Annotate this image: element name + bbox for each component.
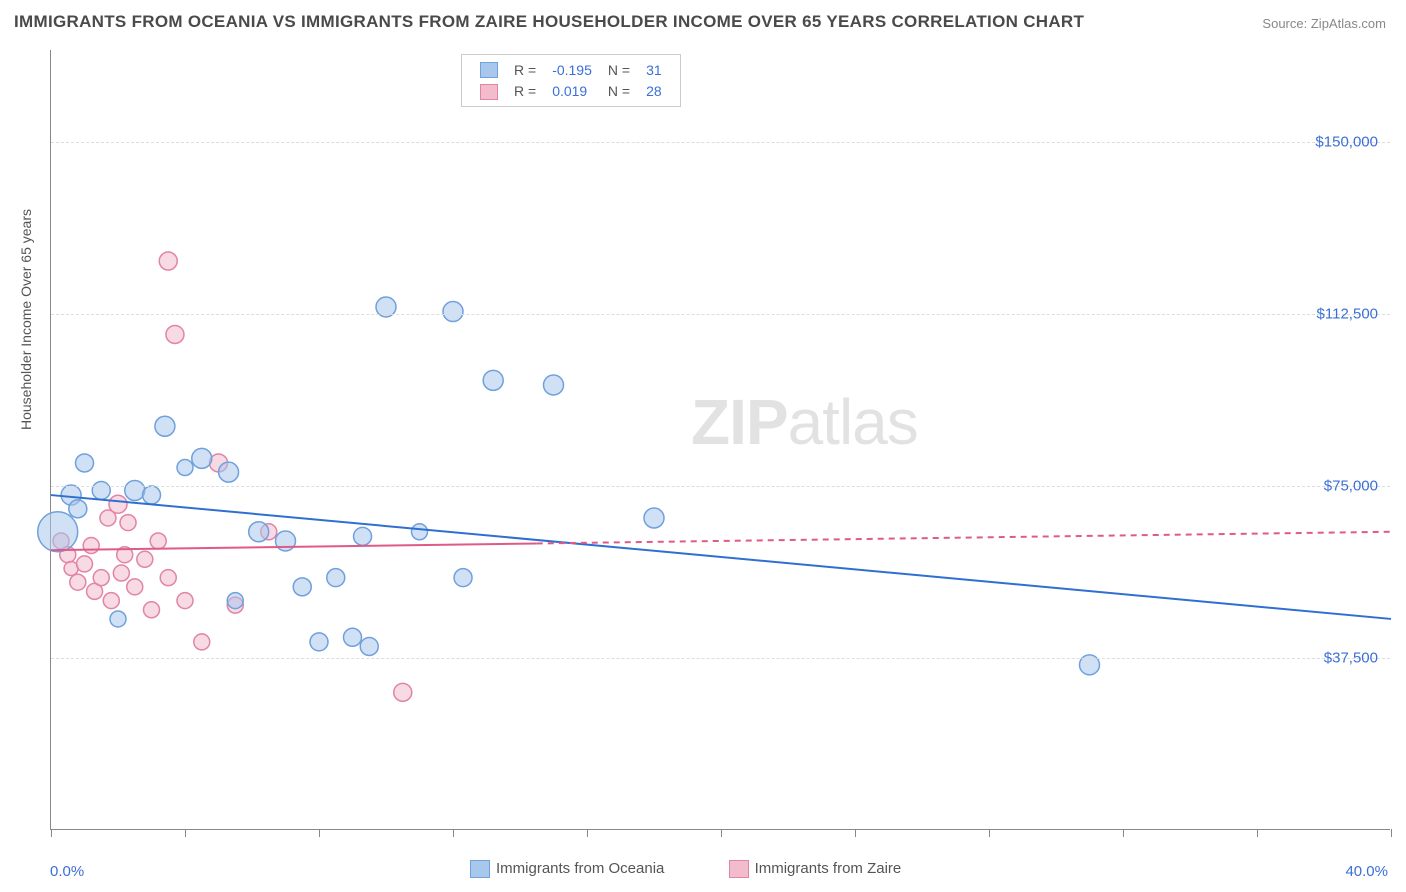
data-point: [192, 448, 212, 468]
plot-area: ZIPatlas R = -0.195 N = 31 R = 0.019 N =…: [50, 50, 1390, 830]
source-label: Source:: [1262, 16, 1307, 31]
r-value-oceania: -0.195: [544, 59, 600, 80]
x-tick: [185, 829, 186, 837]
data-point: [166, 325, 184, 343]
data-point: [644, 508, 664, 528]
data-point: [125, 480, 145, 500]
data-point: [93, 570, 109, 586]
gridline: [51, 314, 1390, 315]
chart-title: IMMIGRANTS FROM OCEANIA VS IMMIGRANTS FR…: [14, 12, 1084, 32]
data-point: [354, 527, 372, 545]
data-point: [92, 481, 110, 499]
data-point: [544, 375, 564, 395]
chart-container: IMMIGRANTS FROM OCEANIA VS IMMIGRANTS FR…: [0, 0, 1406, 892]
data-point: [69, 500, 87, 518]
data-point: [70, 574, 86, 590]
data-point: [38, 512, 78, 552]
r-value-zaire: 0.019: [544, 80, 600, 101]
series-legend: Immigrants from Oceania Immigrants from …: [470, 860, 961, 878]
y-tick-label: $37,500: [1324, 649, 1378, 666]
x-axis-max-label: 40.0%: [1345, 863, 1388, 880]
x-tick: [855, 829, 856, 837]
trend-line: [51, 495, 1391, 619]
data-point: [83, 538, 99, 554]
data-point: [120, 515, 136, 531]
swatch-oceania: [480, 62, 498, 78]
x-tick: [1391, 829, 1392, 837]
data-point: [144, 602, 160, 618]
data-point: [249, 522, 269, 542]
x-tick: [1123, 829, 1124, 837]
data-point: [360, 637, 378, 655]
x-tick: [51, 829, 52, 837]
y-axis-title: Householder Income Over 65 years: [18, 209, 34, 430]
data-point: [443, 302, 463, 322]
data-point: [103, 593, 119, 609]
data-point: [127, 579, 143, 595]
data-point: [483, 370, 503, 390]
swatch-zaire-icon: [729, 860, 749, 878]
data-point: [293, 578, 311, 596]
correlation-legend: R = -0.195 N = 31 R = 0.019 N = 28: [461, 54, 681, 107]
data-point: [159, 252, 177, 270]
data-point: [394, 683, 412, 701]
data-point: [143, 486, 161, 504]
data-point: [219, 462, 239, 482]
legend-item-zaire: Immigrants from Zaire: [729, 860, 932, 877]
data-point: [227, 593, 243, 609]
x-axis-min-label: 0.0%: [50, 863, 84, 880]
n-value-oceania: 31: [638, 59, 670, 80]
data-point: [113, 565, 129, 581]
trend-line-extrapolated: [537, 532, 1391, 544]
data-point: [412, 524, 428, 540]
gridline: [51, 142, 1390, 143]
x-tick: [1257, 829, 1258, 837]
n-value-zaire: 28: [638, 80, 670, 101]
swatch-zaire: [480, 84, 498, 100]
legend-row-oceania: R = -0.195 N = 31: [472, 59, 670, 80]
data-point: [155, 416, 175, 436]
x-tick: [721, 829, 722, 837]
x-tick: [989, 829, 990, 837]
data-point: [327, 569, 345, 587]
swatch-oceania-icon: [470, 860, 490, 878]
y-tick-label: $75,000: [1324, 477, 1378, 494]
data-point: [110, 611, 126, 627]
data-point: [310, 633, 328, 651]
legend-item-oceania: Immigrants from Oceania: [470, 860, 694, 877]
y-tick-label: $150,000: [1315, 133, 1378, 150]
scatter-svg: [51, 50, 1390, 829]
gridline: [51, 486, 1390, 487]
data-point: [76, 454, 94, 472]
data-point: [109, 495, 127, 513]
data-point: [454, 569, 472, 587]
data-point: [177, 593, 193, 609]
source-attribution: Source: ZipAtlas.com: [1262, 16, 1386, 31]
data-point: [150, 533, 166, 549]
data-point: [194, 634, 210, 650]
data-point: [77, 556, 93, 572]
legend-row-zaire: R = 0.019 N = 28: [472, 80, 670, 101]
gridline: [51, 658, 1390, 659]
data-point: [177, 460, 193, 476]
x-tick: [319, 829, 320, 837]
data-point: [160, 570, 176, 586]
data-point: [137, 551, 153, 567]
source-link[interactable]: ZipAtlas.com: [1311, 16, 1386, 31]
y-tick-label: $112,500: [1317, 305, 1378, 322]
x-tick: [587, 829, 588, 837]
data-point: [344, 628, 362, 646]
x-tick: [453, 829, 454, 837]
